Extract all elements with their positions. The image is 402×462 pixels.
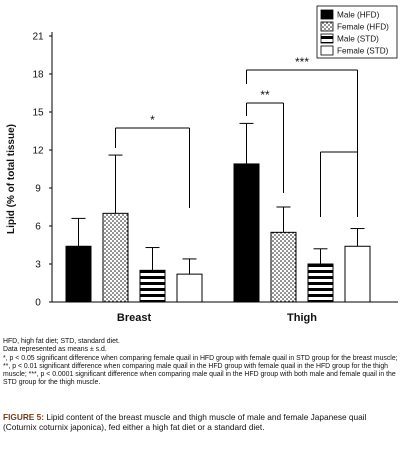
legend-label: Female (HFD) — [337, 23, 389, 32]
y-tick-label: 15 — [32, 108, 44, 119]
legend-label: Male (STD) — [337, 35, 379, 44]
y-tick-label: 9 — [35, 184, 41, 195]
bar — [270, 231, 297, 303]
significance-marker: *** — [295, 55, 309, 69]
bar — [102, 212, 129, 303]
y-tick-label: 12 — [32, 146, 44, 157]
figure-caption: FIGURE 5: Lipid content of the breast mu… — [3, 412, 399, 433]
bar — [176, 273, 203, 303]
caption-label: FIGURE 5: — [3, 412, 45, 422]
lipid-bar-chart: 0 3 6 9 12 15 18 21 Lipid (% of total tissue) Bre… — [6, 5, 398, 324]
legend-swatch — [320, 9, 334, 20]
significance-marker: ** — [260, 88, 270, 102]
figure-notes: HFD, high fat diet; STD, standard diet. … — [3, 338, 399, 388]
y-tick-label: 21 — [32, 32, 44, 43]
legend-label: Male (HFD) — [337, 11, 380, 20]
bar — [65, 245, 92, 303]
bars — [65, 122, 371, 303]
legend: Male (HFD) Female (HFD) Male (STD) Female (… — [316, 5, 398, 59]
y-tick-label: 18 — [32, 70, 44, 81]
bar — [233, 163, 260, 303]
legend-label: Female (STD) — [337, 47, 389, 56]
x-category-label: Breast — [117, 312, 152, 324]
y-axis-label: Lipid (% of total tissue) — [6, 124, 17, 234]
legend-swatch — [320, 33, 334, 44]
legend-swatch — [320, 45, 334, 56]
x-category-label: Thigh — [287, 312, 317, 324]
significance-marker: * — [150, 113, 155, 127]
notes-significance: *, p < 0.05 significant difference when … — [3, 354, 398, 387]
bar — [344, 245, 371, 303]
bar — [307, 263, 334, 303]
y-tick-label: 0 — [35, 298, 41, 309]
significance-brackets: ****** — [115, 55, 358, 217]
caption-text: Lipid content of the breast muscle and t… — [3, 412, 367, 433]
notes-abbreviations: HFD, high fat diet; STD, standard diet. — [3, 338, 120, 345]
y-tick-label: 3 — [35, 260, 41, 271]
bar — [139, 269, 166, 303]
legend-swatch — [320, 21, 334, 32]
y-tick-label: 6 — [35, 222, 41, 233]
notes-data-representation: Data represented as means ± s.d. — [3, 346, 107, 354]
